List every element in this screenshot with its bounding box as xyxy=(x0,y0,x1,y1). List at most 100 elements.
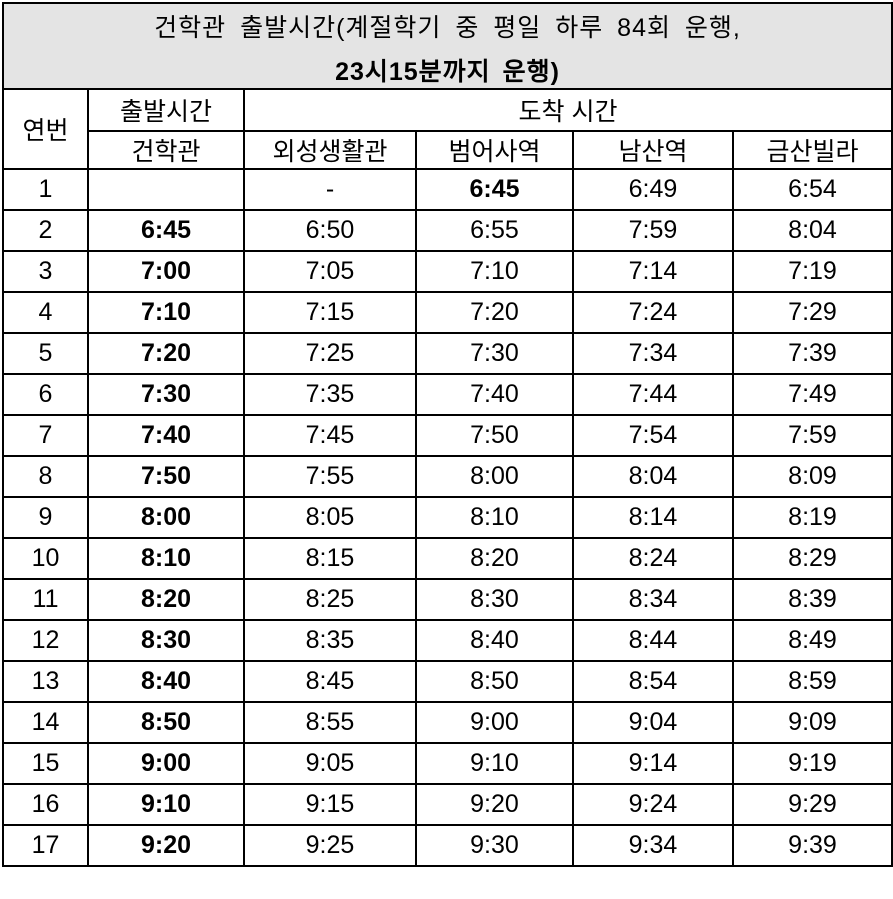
table-row: 6 7:30 7:35 7:40 7:44 7:49 xyxy=(2,373,893,416)
arrival-time: 8:09 xyxy=(731,455,893,498)
departure-time: 8:40 xyxy=(87,660,245,703)
arrival-time: 7:45 xyxy=(243,414,417,457)
arrival-time: 9:30 xyxy=(415,824,574,867)
arrival-time: 8:44 xyxy=(572,619,734,662)
arrival-time: 7:59 xyxy=(731,414,893,457)
arrival-time: 7:30 xyxy=(415,332,574,375)
arrival-time: 7:34 xyxy=(572,332,734,375)
arrival-time: 8:54 xyxy=(572,660,734,703)
departure-time: 8:10 xyxy=(87,537,245,580)
arrival-time: 6:50 xyxy=(243,209,417,252)
arrival-time: 7:44 xyxy=(572,373,734,416)
arrival-time: 7:10 xyxy=(415,250,574,293)
arrival-time: 6:49 xyxy=(572,168,734,211)
arrival-time: 8:24 xyxy=(572,537,734,580)
header-station-beomeosa: 범어사역 xyxy=(415,130,574,170)
table-row: 4 7:10 7:15 7:20 7:24 7:29 xyxy=(2,291,893,334)
departure-time: 7:20 xyxy=(87,332,245,375)
row-number: 1 xyxy=(2,168,89,211)
departure-time: 8:30 xyxy=(87,619,245,662)
arrival-time: 8:00 xyxy=(415,455,574,498)
header-row-2: 건학관 외성생활관 범어사역 남산역 금산빌라 xyxy=(3,130,893,170)
row-number: 12 xyxy=(2,619,89,662)
row-number: 3 xyxy=(2,250,89,293)
arrival-time: 8:04 xyxy=(731,209,893,252)
arrival-time: 7:39 xyxy=(731,332,893,375)
arrival-time: 7:55 xyxy=(243,455,417,498)
header-station-namsan: 남산역 xyxy=(572,130,734,170)
table-row: 7 7:40 7:45 7:50 7:54 7:59 xyxy=(2,414,893,457)
arrival-time: 8:50 xyxy=(415,660,574,703)
arrival-time: 9:10 xyxy=(415,742,574,785)
arrival-time: 8:30 xyxy=(415,578,574,621)
departure-time: 7:50 xyxy=(87,455,245,498)
table-title: 건학관 출발시간(계절학기 중 평일 하루 84회 운행, 23시15분까지 운… xyxy=(1,2,893,90)
table-row: 2 6:45 6:50 6:55 7:59 8:04 xyxy=(2,209,893,252)
arrival-time: 8:04 xyxy=(572,455,734,498)
departure-time xyxy=(87,168,245,211)
arrival-time: 8:14 xyxy=(572,496,734,539)
arrival-time: 9:09 xyxy=(731,701,893,744)
shuttle-timetable: 건학관 출발시간(계절학기 중 평일 하루 84회 운행, 23시15분까지 운… xyxy=(1,2,893,867)
arrival-time: 8:55 xyxy=(243,701,417,744)
arrival-time: 7:15 xyxy=(243,291,417,334)
departure-time: 9:20 xyxy=(87,824,245,867)
arrival-time: 7:25 xyxy=(243,332,417,375)
row-number: 16 xyxy=(2,783,89,826)
row-number: 2 xyxy=(2,209,89,252)
arrival-time: 7:05 xyxy=(243,250,417,293)
header-no: 연번 xyxy=(2,88,89,170)
arrival-time: 8:45 xyxy=(243,660,417,703)
arrival-time: 6:54 xyxy=(731,168,893,211)
row-number: 9 xyxy=(2,496,89,539)
header-arrival: 도착 시간 xyxy=(242,88,893,132)
arrival-time: 7:54 xyxy=(572,414,734,457)
arrival-time: 9:15 xyxy=(243,783,417,826)
arrival-time: 8:05 xyxy=(243,496,417,539)
departure-time: 7:30 xyxy=(87,373,245,416)
table-row: 8 7:50 7:55 8:00 8:04 8:09 xyxy=(2,455,893,498)
arrival-time: 7:19 xyxy=(731,250,893,293)
arrival-time: 9:24 xyxy=(572,783,734,826)
arrival-time: 7:35 xyxy=(243,373,417,416)
title-row: 건학관 출발시간(계절학기 중 평일 하루 84회 운행, 23시15분까지 운… xyxy=(1,2,893,90)
header-departure-station: 건학관 xyxy=(87,130,245,170)
row-number: 13 xyxy=(2,660,89,703)
arrival-time: 7:20 xyxy=(415,291,574,334)
departure-time: 7:40 xyxy=(87,414,245,457)
arrival-time: 8:34 xyxy=(572,578,734,621)
arrival-time: 6:55 xyxy=(415,209,574,252)
departure-time: 8:00 xyxy=(87,496,245,539)
table-row: 9 8:00 8:05 8:10 8:14 8:19 xyxy=(2,496,893,539)
arrival-time: 7:24 xyxy=(572,291,734,334)
arrival-time: 9:25 xyxy=(243,824,417,867)
header-station-oeseong: 외성생활관 xyxy=(243,130,417,170)
arrival-time: 9:04 xyxy=(572,701,734,744)
table-row: 14 8:50 8:55 9:00 9:04 9:09 xyxy=(2,701,893,744)
departure-time: 7:10 xyxy=(87,291,245,334)
arrival-time: 8:40 xyxy=(415,619,574,662)
title-line-1: 건학관 출발시간(계절학기 중 평일 하루 84회 운행, xyxy=(154,14,741,42)
arrival-time: - xyxy=(243,168,417,211)
row-number: 6 xyxy=(2,373,89,416)
arrival-time: 9:00 xyxy=(415,701,574,744)
table-row: 17 9:20 9:25 9:30 9:34 9:39 xyxy=(2,824,893,867)
departure-time: 8:20 xyxy=(87,578,245,621)
header-row-1: 연번 출발시간 도착 시간 xyxy=(2,88,893,170)
arrival-time: 8:25 xyxy=(243,578,417,621)
table-row: 12 8:30 8:35 8:40 8:44 8:49 xyxy=(2,619,893,662)
arrival-time: 7:40 xyxy=(415,373,574,416)
header-station-geumsan: 금산빌라 xyxy=(731,130,893,170)
arrival-time: 8:20 xyxy=(415,537,574,580)
table-row: 1 -6:45 6:49 6:54 xyxy=(2,168,893,211)
row-number: 7 xyxy=(2,414,89,457)
row-number: 8 xyxy=(2,455,89,498)
arrival-time: 8:49 xyxy=(731,619,893,662)
header-departure: 출발시간 xyxy=(87,88,245,132)
arrival-time: 9:14 xyxy=(572,742,734,785)
table-row: 15 9:00 9:05 9:10 9:14 9:19 xyxy=(2,742,893,785)
arrival-time: 6:45 xyxy=(415,168,574,211)
arrival-time: 7:14 xyxy=(572,250,734,293)
table-row: 10 8:10 8:15 8:20 8:24 8:29 xyxy=(2,537,893,580)
